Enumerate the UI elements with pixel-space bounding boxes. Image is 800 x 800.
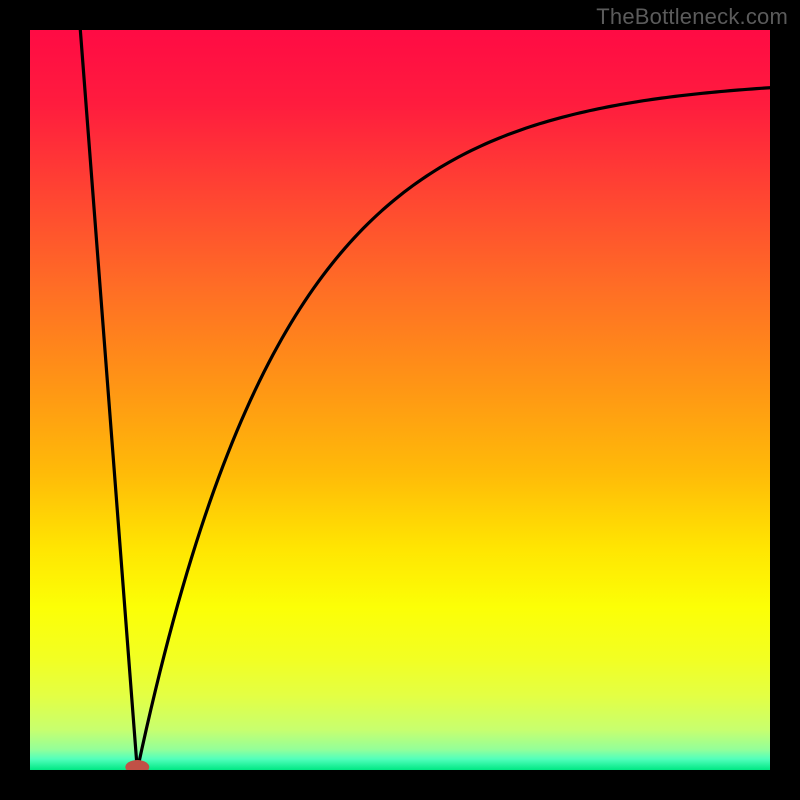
bottleneck-curve-plot	[30, 30, 770, 770]
gradient-background	[30, 30, 770, 770]
watermark-text: TheBottleneck.com	[596, 4, 788, 30]
